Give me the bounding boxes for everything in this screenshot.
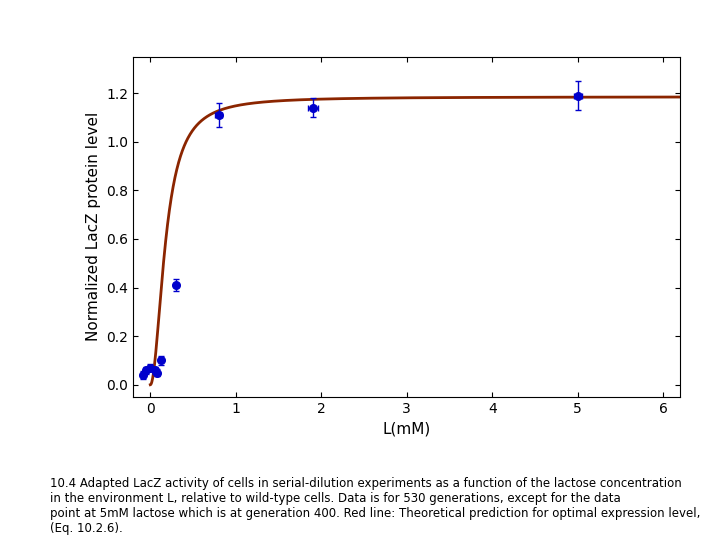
X-axis label: L(mM): L(mM) xyxy=(382,421,431,436)
Y-axis label: Normalized LacZ protein level: Normalized LacZ protein level xyxy=(86,112,101,341)
Text: 10.4 Adapted LacZ activity of cells in serial-dilution experiments as a function: 10.4 Adapted LacZ activity of cells in s… xyxy=(50,477,701,535)
